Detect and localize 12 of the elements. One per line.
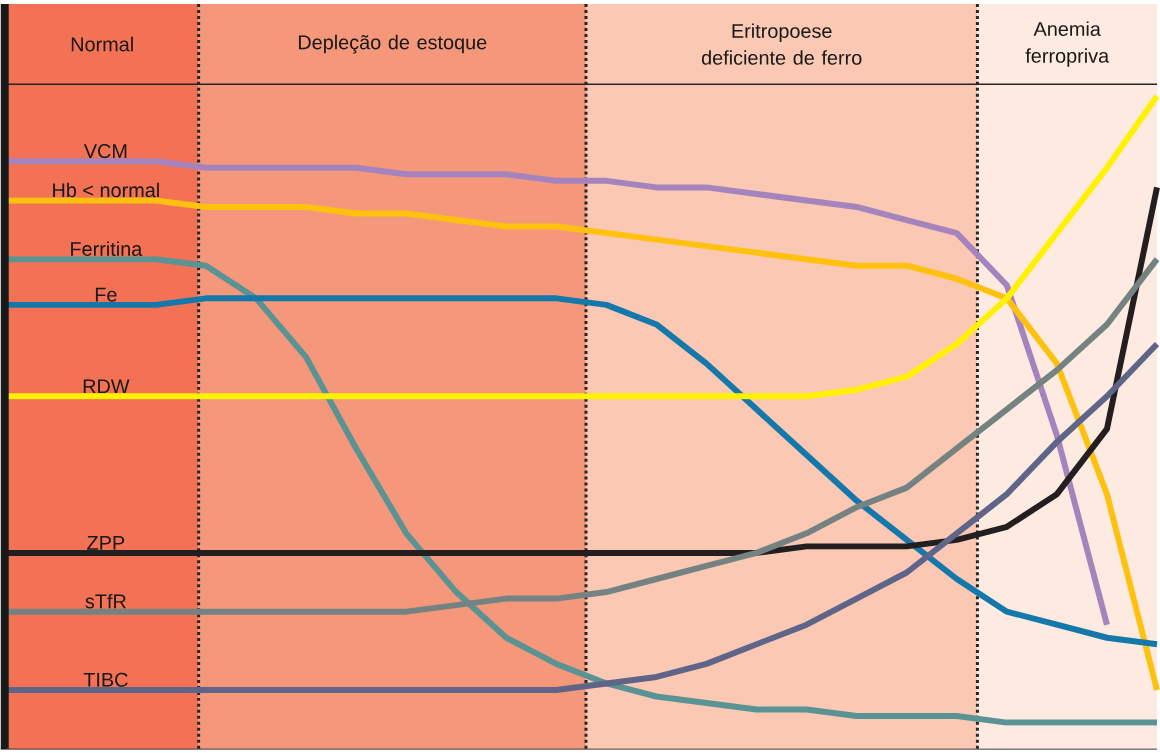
series-label: sTfR — [85, 594, 126, 609]
series-label: Hb < normal — [53, 182, 159, 198]
series-label: Fe — [95, 287, 117, 302]
text: Normal — [71, 36, 133, 52]
text: Depleção de estoque — [298, 34, 487, 54]
series-label: Ferritina — [71, 241, 143, 257]
text: Anemia ferropriva — [1025, 21, 1110, 67]
text: Eritropoese deficiente de ferro — [701, 23, 862, 65]
series-label: ZPP — [87, 536, 125, 550]
series-label: TIBC — [83, 672, 128, 687]
series-label: RDW — [83, 379, 130, 394]
series-label: VCM — [83, 144, 127, 159]
